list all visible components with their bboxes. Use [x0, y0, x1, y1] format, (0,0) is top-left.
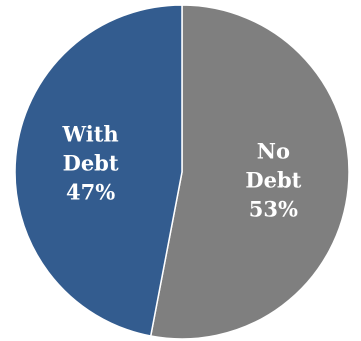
- pie-slice-label: With Debt 47%: [62, 121, 119, 204]
- pie-labels: No Debt 53% With Debt 47%: [62, 121, 302, 221]
- pie-slice-label-line: Debt: [245, 168, 301, 193]
- pie-slice: [14, 4, 183, 337]
- pie-slice-label-line: Debt: [63, 150, 119, 175]
- pie-slice-label-line: With: [62, 121, 119, 146]
- pie-slice-label-line: No: [257, 139, 290, 164]
- pie-slice: [149, 4, 350, 340]
- pie-slice-label: No Debt 53%: [245, 139, 301, 222]
- pie-slice-label-line: 53%: [249, 197, 298, 222]
- pie-slices: [14, 4, 350, 340]
- pie-slice-label-line: 47%: [66, 179, 115, 204]
